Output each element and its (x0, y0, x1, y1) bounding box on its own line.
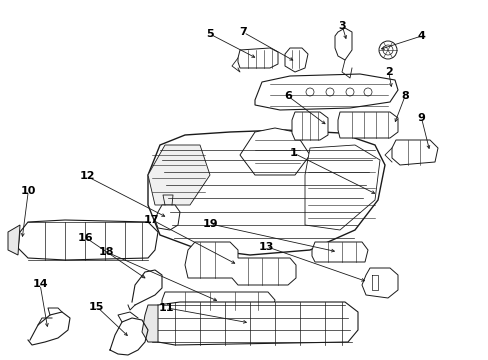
Text: 10: 10 (20, 186, 36, 196)
Polygon shape (391, 140, 437, 165)
Polygon shape (361, 268, 397, 298)
Text: 7: 7 (239, 27, 247, 37)
Text: 16: 16 (78, 233, 93, 243)
Text: 13: 13 (258, 242, 274, 252)
Text: 3: 3 (338, 21, 346, 31)
Text: 4: 4 (417, 31, 425, 41)
Polygon shape (240, 128, 309, 175)
Text: 12: 12 (79, 171, 95, 181)
Polygon shape (285, 48, 307, 72)
Polygon shape (238, 48, 278, 68)
Polygon shape (162, 292, 274, 310)
Polygon shape (311, 242, 367, 262)
Polygon shape (254, 74, 397, 110)
Text: 14: 14 (32, 279, 48, 289)
Polygon shape (337, 112, 397, 138)
Text: 6: 6 (284, 91, 292, 102)
Text: 18: 18 (99, 247, 114, 257)
Text: 1: 1 (289, 148, 297, 158)
Polygon shape (184, 242, 295, 285)
Polygon shape (145, 302, 357, 345)
Polygon shape (142, 305, 158, 342)
Polygon shape (8, 225, 20, 255)
Text: 11: 11 (158, 303, 174, 313)
Text: 5: 5 (206, 29, 214, 39)
Polygon shape (305, 145, 379, 230)
Text: 9: 9 (417, 113, 425, 123)
Polygon shape (155, 205, 180, 230)
Text: 15: 15 (89, 302, 104, 312)
Text: 2: 2 (384, 67, 392, 77)
Polygon shape (18, 220, 158, 260)
Polygon shape (291, 112, 327, 140)
Text: 8: 8 (400, 91, 408, 102)
Text: 19: 19 (202, 219, 218, 229)
Polygon shape (334, 28, 351, 60)
Text: 17: 17 (143, 215, 159, 225)
Polygon shape (148, 130, 384, 255)
Polygon shape (148, 145, 209, 205)
